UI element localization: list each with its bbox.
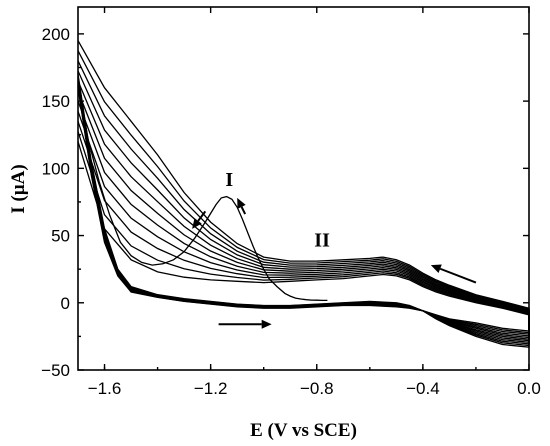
plot-frame	[77, 6, 530, 371]
y-tick-label: −50	[41, 361, 70, 380]
scan-direction-arrowhead	[261, 319, 272, 329]
y-axis-title: I (µA)	[8, 164, 29, 213]
x-tick-label: −0.8	[300, 379, 334, 398]
x-tick-label: 0.0	[517, 379, 541, 398]
cv-cycle	[77, 40, 530, 348]
cv-curves	[77, 40, 530, 348]
peak-label: I	[225, 169, 233, 191]
x-tick-label: −0.4	[406, 379, 440, 398]
cv-peak-I-trace	[77, 87, 328, 302]
cv-cycle	[77, 50, 530, 347]
x-tick-label: −1.2	[194, 379, 228, 398]
cv-cycle	[77, 70, 530, 344]
y-tick-label: 100	[42, 159, 70, 178]
scan-direction-arrow	[197, 210, 207, 222]
peak-label: II	[314, 229, 330, 251]
scan-direction-arrow	[439, 267, 477, 284]
y-tick-label: 200	[42, 25, 70, 44]
cv-cycle	[77, 80, 530, 340]
x-axis-title: E (V vs SCE)	[250, 420, 357, 441]
x-tick-label: −1.6	[88, 379, 122, 398]
scan-direction-arrowhead	[430, 264, 442, 273]
y-tick-label: 0	[61, 294, 70, 313]
axis-ticks	[78, 7, 530, 371]
axis-tick-labels: −1.6 −1.2 −0.8 −0.4 0.0 −50 0 50 100 150 200	[41, 25, 541, 398]
cv-cycle	[77, 79, 530, 342]
y-tick-label: 50	[51, 227, 70, 246]
scan-direction-arrowhead	[192, 218, 202, 229]
y-tick-label: 150	[42, 92, 70, 111]
peak-labels: III	[225, 169, 330, 252]
direction-arrows	[192, 197, 477, 329]
scan-direction-arrow	[240, 206, 247, 215]
scan-direction-arrowhead	[237, 197, 246, 209]
